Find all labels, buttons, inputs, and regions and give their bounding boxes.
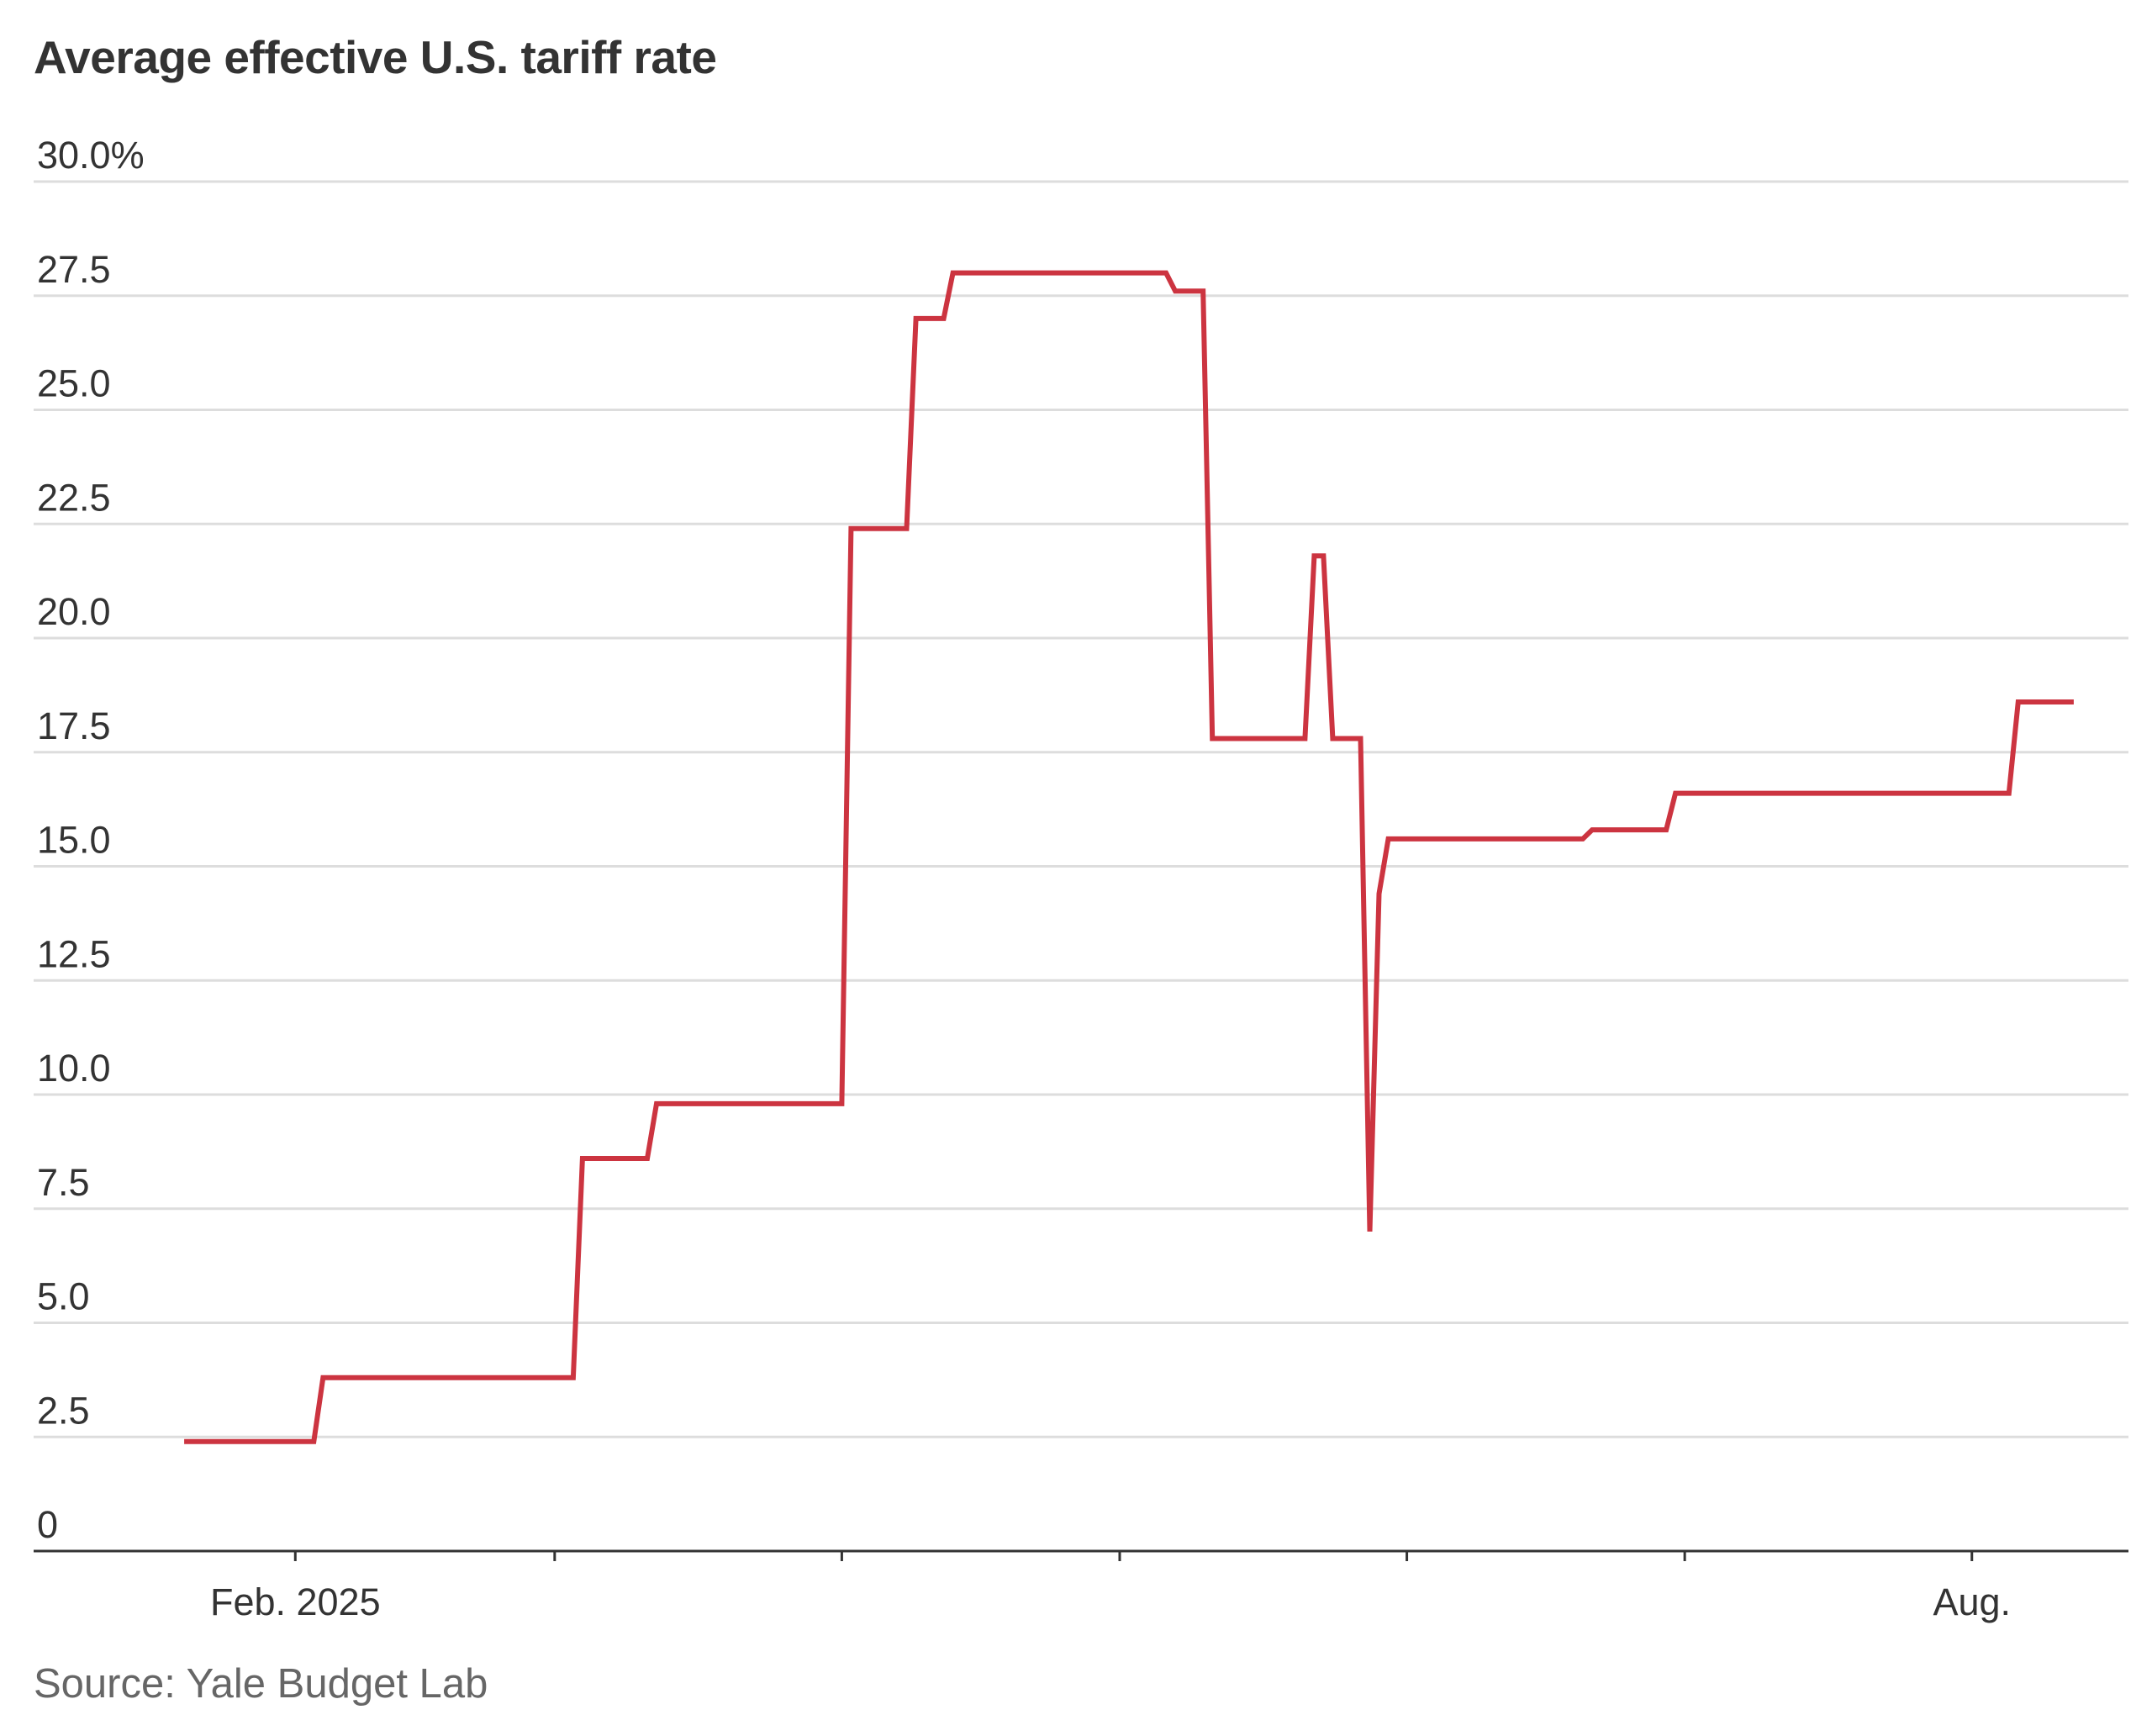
data-point [848, 526, 853, 531]
data-point [1302, 736, 1307, 741]
chart-title: Average effective U.S. tariff rate [34, 31, 717, 83]
data-point [2007, 791, 2012, 796]
data-point [2016, 699, 2021, 704]
gridlines [34, 180, 2128, 1438]
data-point [320, 1375, 325, 1380]
data-point [2071, 699, 2076, 704]
data-point [1368, 1229, 1373, 1234]
y-tick-label: 27.5 [37, 248, 111, 291]
data-point [1173, 288, 1178, 293]
data-point [1330, 736, 1335, 741]
y-tick-label: 7.5 [37, 1161, 90, 1204]
data-point [1358, 736, 1363, 741]
data-point [182, 1439, 187, 1444]
x-axis-ticks: Feb. 2025 Aug. [210, 1551, 2011, 1623]
data-point [839, 1101, 844, 1106]
data-point [311, 1439, 316, 1444]
data-point [1377, 891, 1382, 896]
y-tick-label: 17.5 [37, 704, 111, 747]
y-tick-label: 25.0 [37, 362, 111, 405]
x-tick-label: Feb. 2025 [210, 1580, 381, 1623]
data-point [942, 316, 947, 321]
series-lines [182, 270, 2076, 1444]
data-point [571, 1375, 576, 1380]
y-tick-label: 0 [37, 1503, 58, 1546]
y-tick-label: 12.5 [37, 932, 111, 975]
data-point [645, 1156, 650, 1161]
y-tick-label: 10.0 [37, 1047, 111, 1090]
y-tick-label: 15.0 [37, 819, 111, 862]
data-point [1673, 791, 1678, 796]
series-line-tariff-rate [184, 270, 2074, 1444]
source-note: Source: Yale Budget Lab [34, 1661, 488, 1707]
data-point [654, 1101, 659, 1106]
y-tick-label: 2.5 [37, 1389, 90, 1432]
data-point [1321, 553, 1326, 558]
x-tick-label: Aug. [1933, 1580, 2011, 1623]
data-point [1386, 836, 1391, 842]
data-point [1311, 553, 1316, 558]
data-point [951, 271, 956, 276]
data-point [1210, 736, 1215, 741]
y-axis-labels: 0 2.5 5.0 7.5 10.0 12.5 15.0 17.5 20.0 22.5 25.0 27… [37, 134, 145, 1546]
y-tick-label: 22.5 [37, 476, 111, 519]
data-point [1580, 836, 1585, 842]
data-point [905, 526, 910, 531]
y-tick-label: 20.0 [37, 590, 111, 633]
data-point [1664, 827, 1669, 832]
data-point [1590, 827, 1595, 832]
data-point [1200, 288, 1205, 293]
y-tick-label: 30.0% [37, 134, 145, 177]
y-tick-label: 5.0 [37, 1275, 90, 1318]
data-point [1163, 271, 1168, 276]
data-point [580, 1156, 585, 1161]
data-point [914, 316, 919, 321]
